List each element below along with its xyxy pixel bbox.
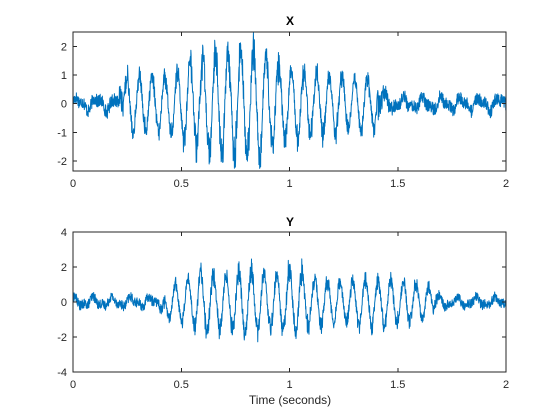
y-tick-label: 2 [61, 41, 67, 53]
y-tick-label: 2 [61, 262, 67, 274]
x-tick-label: 1.5 [390, 379, 405, 391]
panel-x-y-ticks: -2 -1 0 1 2 [57, 41, 506, 168]
y-tick-label: 0 [61, 99, 67, 111]
y-tick-label: 1 [61, 70, 67, 82]
x-tick-label: 0.5 [174, 178, 189, 190]
x-tick-label: 2 [503, 379, 509, 391]
panel-x: X 0 0.5 1 1.5 2 -2 -1 0 1 2 [57, 14, 509, 190]
x-tick-label: 0.5 [174, 379, 189, 391]
x-tick-label: 1.5 [390, 178, 405, 190]
x-tick-label: 0 [70, 178, 76, 190]
panel-y-x-axis-label: Time (seconds) [249, 393, 331, 407]
panel-y-y-ticks: -4 -2 0 2 4 [57, 227, 506, 379]
panel-y-x-ticks: 0 0.5 1 1.5 2 [70, 232, 509, 391]
y-tick-label: -4 [57, 367, 67, 379]
panel-y-title: Y [286, 215, 294, 229]
panel-x-title: X [286, 14, 294, 28]
panel-y-series-line [72, 258, 507, 343]
x-tick-label: 1 [286, 379, 292, 391]
panel-x-x-ticks: 0 0.5 1 1.5 2 [70, 32, 509, 190]
panel-x-axes-frame [72, 31, 507, 172]
x-tick-label: 1 [286, 178, 292, 190]
panel-y: Y 0 0.5 1 1.5 2 -4 -2 0 2 4 Time (seconds) [57, 215, 509, 407]
y-tick-label: 4 [61, 227, 67, 239]
y-tick-label: -2 [57, 332, 67, 344]
y-tick-label: 0 [61, 297, 67, 309]
x-tick-label: 2 [503, 178, 509, 190]
panel-x-series-line [72, 32, 507, 169]
x-tick-label: 0 [70, 379, 76, 391]
y-tick-label: -1 [57, 127, 67, 139]
y-tick-label: -2 [57, 156, 67, 168]
